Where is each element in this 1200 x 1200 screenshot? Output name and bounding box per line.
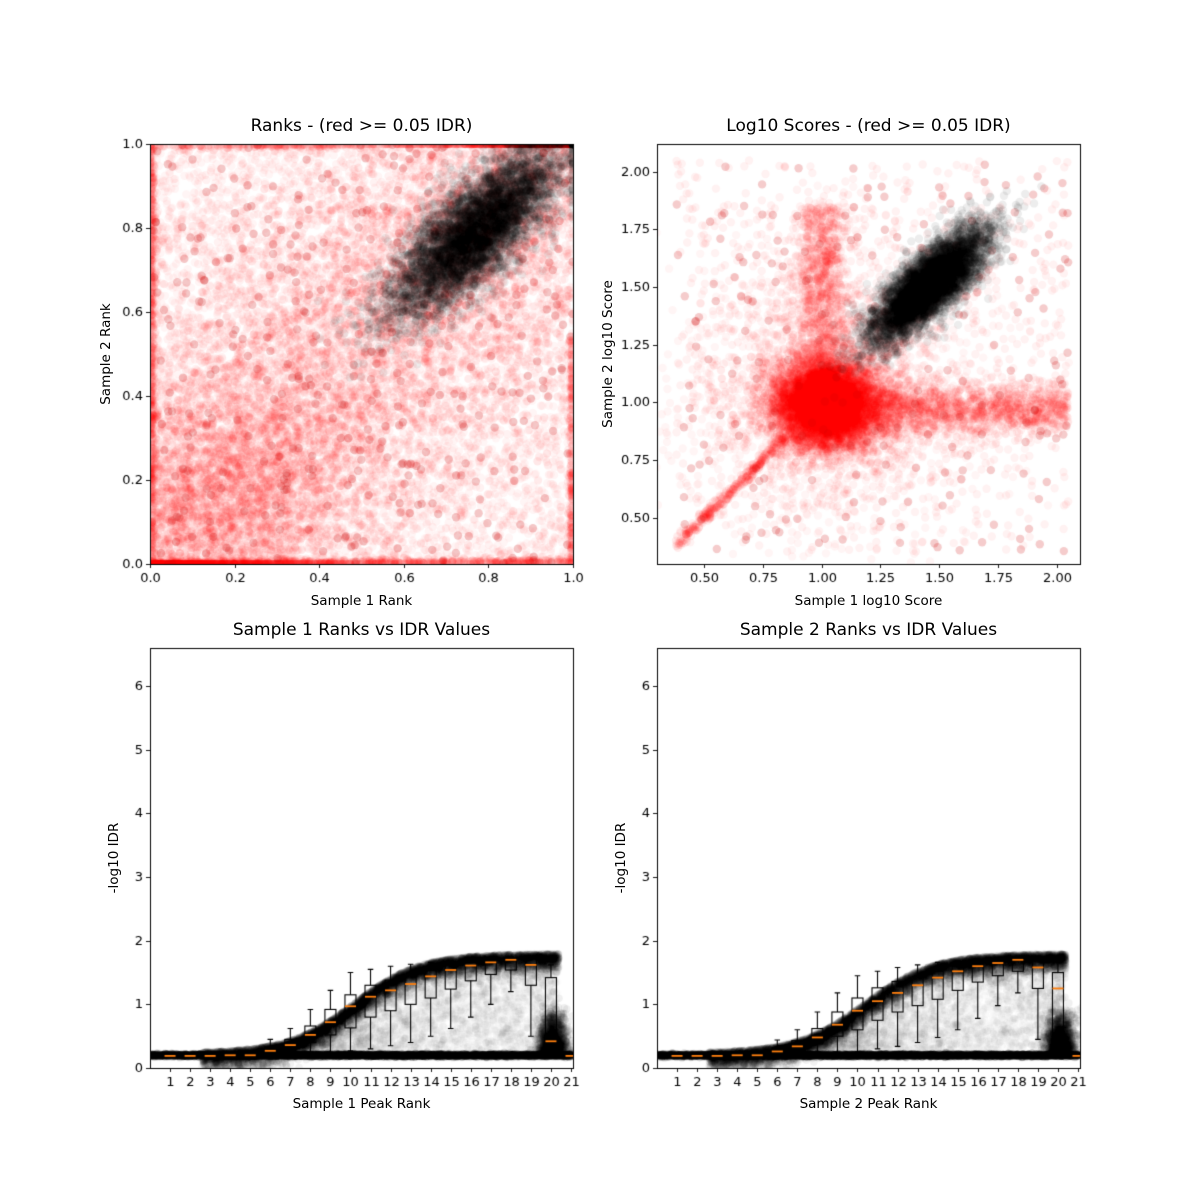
sample2-idr-plot-title: Sample 2 Ranks vs IDR Values [739,620,998,640]
sample2-idr-xaxis-label: Sample 2 Peak Rank [799,1096,938,1112]
sample2-idr-yaxis-label: -log10 IDR [613,822,629,894]
log10-scores-xaxis-label: Sample 1 log10 Score [794,593,943,609]
sample1-idr-plot-title: Sample 1 Ranks vs IDR Values [232,620,491,640]
sample1-idr-yaxis-label: -log10 IDR [106,822,122,894]
log10-scores-yaxis-label: Sample 2 log10 Score [600,280,616,428]
ranks-xaxis-label: Sample 1 Rank [310,593,413,609]
log10-scores-plot-title: Log10 Scores - (red >= 0.05 IDR) [726,116,1011,136]
ranks-plot-title: Ranks - (red >= 0.05 IDR) [250,116,473,136]
ranks-yaxis-label: Sample 2 Rank [98,303,114,405]
sample1-idr-xaxis-label: Sample 1 Peak Rank [292,1096,431,1112]
